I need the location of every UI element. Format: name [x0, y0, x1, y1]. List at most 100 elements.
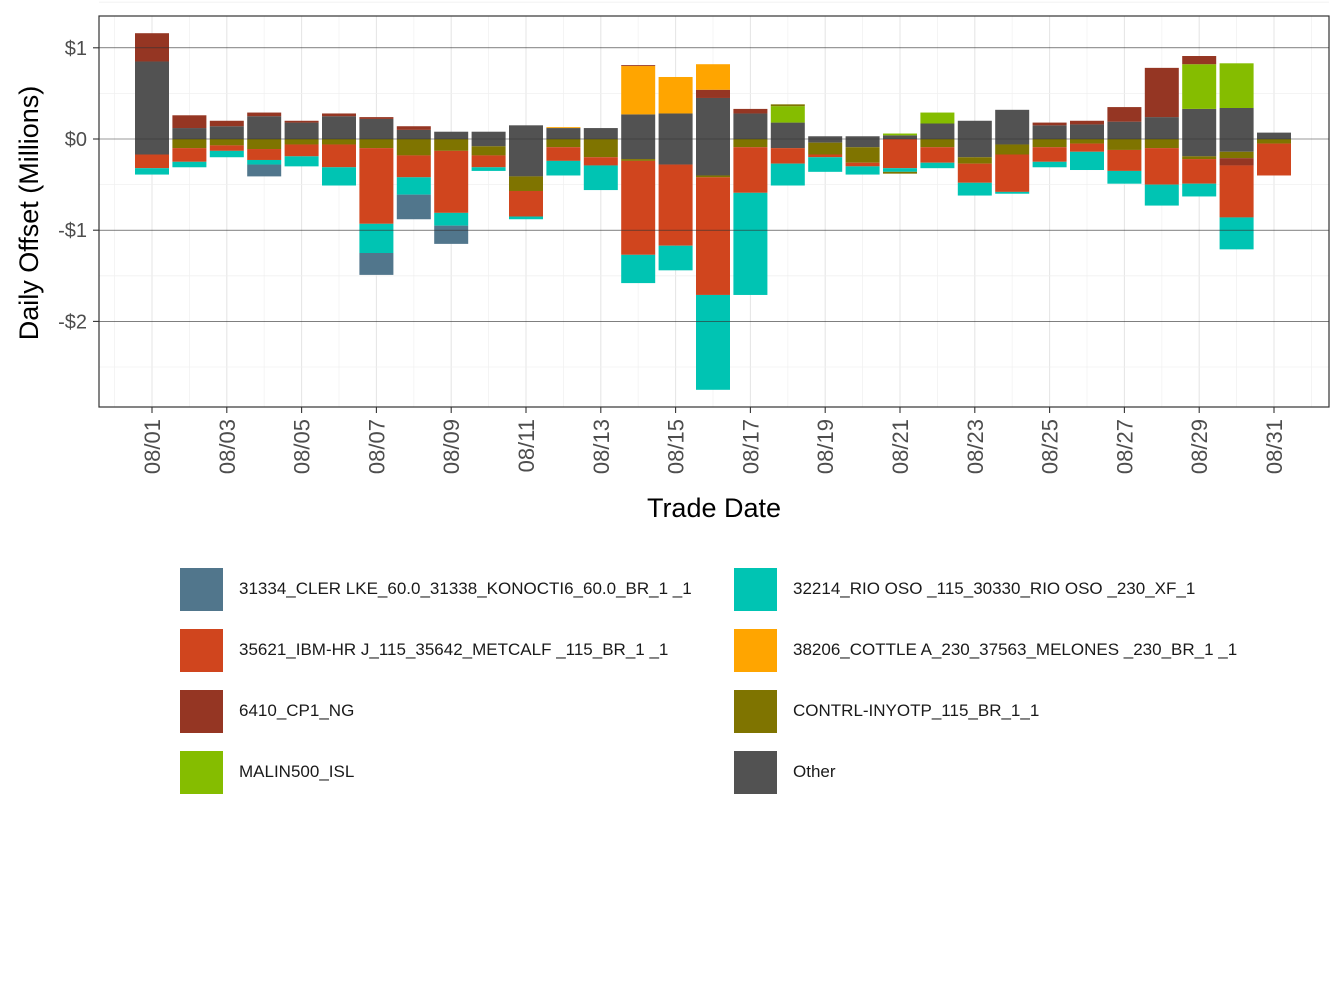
- bar-segment: [696, 89, 730, 98]
- bar-segment: [247, 164, 282, 177]
- bar-segment: [359, 139, 394, 149]
- bar-segment: [1182, 183, 1217, 197]
- bar-segment: [209, 120, 244, 127]
- legend-swatch: [180, 689, 223, 733]
- legend-item: 38206_COTTLE A_230_37563_MELONES _230_BR…: [734, 627, 1237, 673]
- bar-segment: [1070, 151, 1104, 171]
- bar-segment: [845, 136, 880, 139]
- bar-segment: [1107, 107, 1142, 122]
- bar-segment: [396, 129, 431, 139]
- bar-segment: [658, 245, 693, 271]
- bar-segment: [696, 97, 730, 139]
- bar-segment: [284, 144, 319, 157]
- legend-swatch: [734, 750, 777, 794]
- bar-segment: [135, 33, 169, 62]
- legend-swatch: [734, 628, 777, 672]
- bar-segment: [1070, 143, 1104, 152]
- bar-segment: [995, 154, 1030, 192]
- bar-segment: [247, 116, 282, 139]
- bar-segment: [1070, 120, 1104, 125]
- grid-major: [99, 47, 1329, 322]
- bar-segment: [770, 139, 805, 149]
- bar-segment: [396, 177, 431, 195]
- bar-segment: [1219, 107, 1254, 139]
- bar-segment: [359, 223, 394, 253]
- bar-segment: [808, 157, 843, 172]
- x-tick-label: 08/23: [963, 419, 988, 474]
- bar-segment: [696, 64, 730, 90]
- bar-segment: [883, 168, 917, 172]
- bar-segment: [883, 135, 917, 139]
- bar-segment: [1182, 156, 1217, 160]
- bar-segment: [845, 139, 880, 148]
- bar-segment: [733, 147, 768, 193]
- bar-segment: [583, 157, 618, 166]
- bar-segment: [546, 139, 581, 148]
- bar-segment: [1219, 217, 1254, 250]
- bar-segment: [509, 190, 543, 217]
- bar-segment: [583, 139, 618, 158]
- x-tick-label: 08/05: [290, 419, 315, 474]
- bar-segment: [621, 66, 656, 115]
- bar-segment: [509, 176, 543, 191]
- bar-segment: [1257, 143, 1291, 176]
- bar-segment: [1182, 64, 1217, 109]
- x-tick-label: 08/17: [738, 419, 763, 474]
- bar-segment: [733, 192, 768, 295]
- x-tick-label: 08/25: [1038, 419, 1063, 474]
- bar-segment: [509, 125, 543, 139]
- bar-segment: [209, 126, 244, 139]
- bar-segment: [733, 139, 768, 148]
- bar-segment: [396, 126, 431, 130]
- bar-segment: [845, 166, 880, 175]
- bar-segment: [1107, 121, 1142, 139]
- x-tick-label: 08/11: [514, 419, 539, 472]
- bar-segment: [733, 113, 768, 139]
- x-tick-label: 08/07: [364, 419, 389, 474]
- bar-segment: [135, 139, 169, 155]
- bar-segment: [957, 120, 992, 139]
- bar-segment: [396, 139, 431, 156]
- x-axis-title: Trade Date: [647, 493, 781, 523]
- bar-segment: [883, 139, 917, 169]
- bar-segment: [172, 161, 207, 168]
- bar-segment: [1144, 148, 1179, 185]
- bar-segment: [770, 104, 805, 107]
- legend-item: Other: [734, 749, 836, 795]
- bar-segment: [284, 156, 319, 167]
- bar-segment: [621, 139, 656, 160]
- bar-segment: [1144, 67, 1179, 118]
- bar-segment: [995, 144, 1030, 155]
- legend-item: MALIN500_ISL: [180, 749, 354, 795]
- bar-segment: [471, 155, 506, 168]
- bar-segment: [509, 139, 543, 177]
- bar-segment: [920, 123, 955, 139]
- bar-segment: [808, 142, 843, 155]
- bar-segment: [247, 112, 282, 117]
- bar-segment: [920, 147, 955, 163]
- bar-segment: [135, 168, 169, 175]
- bar-segment: [359, 117, 394, 119]
- bar-segment: [1032, 161, 1067, 168]
- bar-segment: [621, 65, 656, 67]
- bar-segment: [658, 164, 693, 246]
- bar-segment: [247, 159, 282, 165]
- bar-segment: [920, 112, 955, 124]
- bar-segment: [733, 108, 768, 114]
- bar-segment: [1182, 139, 1217, 157]
- bar-segment: [322, 167, 356, 186]
- bar-segment: [696, 294, 730, 390]
- legend-label: Other: [793, 762, 836, 781]
- bar-segment: [284, 122, 319, 139]
- bar-segment: [920, 162, 955, 169]
- bar-segment: [359, 148, 394, 224]
- legend-label: CONTRL-INYOTP_115_BR_1_1: [793, 701, 1040, 720]
- bar-segment: [1032, 147, 1067, 162]
- chart: $1 $0 -$1 -$2 08/01 08/03 08/05 08/07 08/09 08/1…: [14, 1, 1330, 523]
- x-tick-label: 08/03: [215, 419, 240, 474]
- bar-segment: [172, 128, 207, 139]
- bar-segment: [808, 154, 843, 158]
- bar-segment: [883, 133, 917, 136]
- y-tick-label: $0: [65, 129, 87, 151]
- plot-border: [98, 15, 1330, 408]
